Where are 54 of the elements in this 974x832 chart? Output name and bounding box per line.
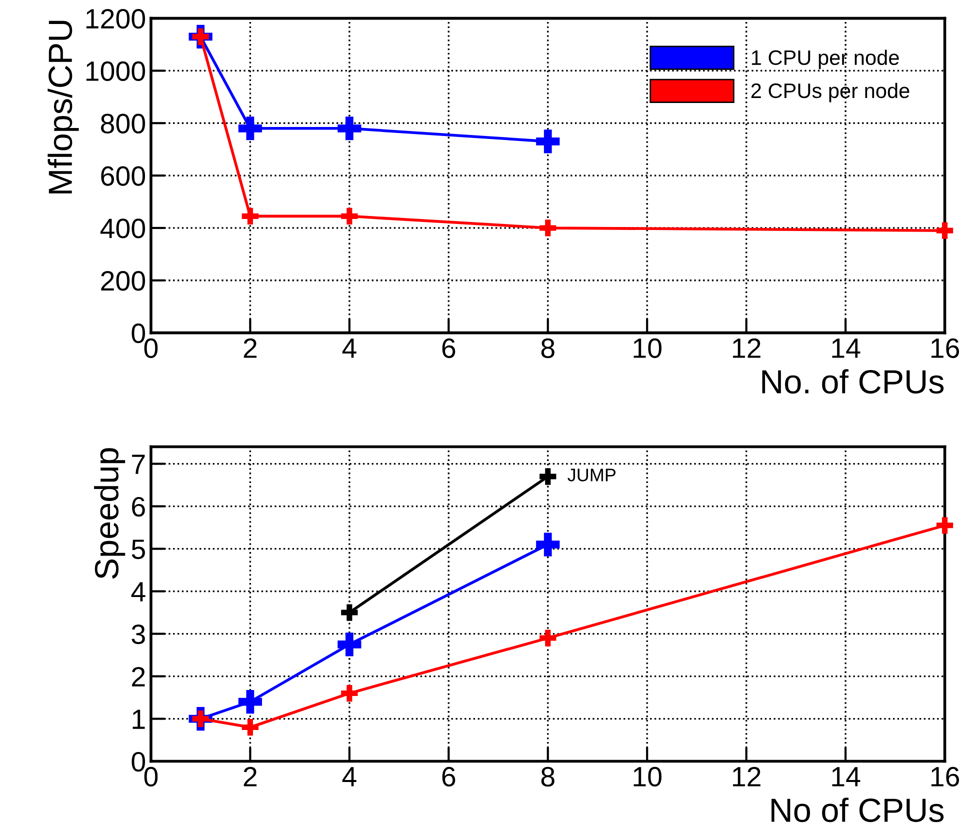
point	[338, 632, 362, 656]
x-tick-label: 10	[634, 766, 662, 787]
y-tick-label: 4	[131, 582, 146, 602]
point	[341, 684, 358, 702]
y-tick-label: 600	[101, 166, 146, 186]
x-axis-title: No of CPUs	[772, 798, 944, 822]
y-tick-label: 7	[132, 454, 145, 474]
x-tick-label: 14	[832, 767, 860, 786]
x-tick-label: 4	[342, 338, 356, 358]
y-tick-label: 1	[132, 710, 145, 729]
point	[242, 208, 259, 225]
point	[540, 220, 556, 236]
x-tick-label: 2	[244, 766, 257, 786]
y-tick-label: 3	[132, 624, 145, 644]
y-tick-label: 0	[132, 752, 146, 772]
point	[242, 718, 259, 736]
point	[338, 116, 362, 140]
y-axis-title: Speedup	[94, 448, 126, 579]
x-tick-label: 14	[832, 338, 860, 358]
point	[238, 690, 262, 714]
x-tick-label: 2	[244, 338, 257, 358]
point	[238, 116, 262, 140]
point	[536, 130, 560, 154]
y-tick-label: 0	[132, 323, 146, 344]
x-tick-label: 6	[442, 766, 456, 787]
y-tick-label: 800	[100, 114, 146, 134]
x-tick-label: 12	[733, 338, 760, 358]
point	[341, 604, 358, 621]
y-tick-label: 6	[132, 496, 145, 517]
point	[536, 532, 560, 556]
point	[540, 468, 556, 485]
x-tick-label: 16	[931, 766, 960, 787]
y-tick-label: 5	[132, 540, 145, 560]
y-tick-label: 2	[132, 666, 145, 686]
x-tick-label: 10	[634, 338, 662, 358]
x-axis-title: No. of CPUs	[762, 369, 944, 394]
y-tick-label: 400	[100, 218, 146, 238]
x-tick-label: 16	[931, 338, 960, 358]
x-tick-label: 6	[442, 338, 456, 358]
y-axis-title: Mflops/CPU	[48, 20, 79, 194]
point	[936, 222, 954, 239]
point	[936, 517, 954, 534]
y-tick-label: 200	[101, 271, 146, 291]
x-tick-label: 8	[541, 766, 554, 787]
x-tick-label: 4	[342, 767, 356, 786]
y-tick-label: 1000	[86, 61, 146, 82]
x-tick-label: 8	[541, 338, 554, 358]
x-tick-label: 12	[733, 766, 760, 786]
legend-label: 1 CPU per node	[752, 50, 899, 70]
point	[540, 630, 556, 646]
point	[341, 208, 358, 225]
series-label: JUMP	[568, 468, 616, 482]
legend-label: 2 CPUs per node	[751, 82, 910, 102]
y-tick-label: 1200	[86, 8, 146, 29]
